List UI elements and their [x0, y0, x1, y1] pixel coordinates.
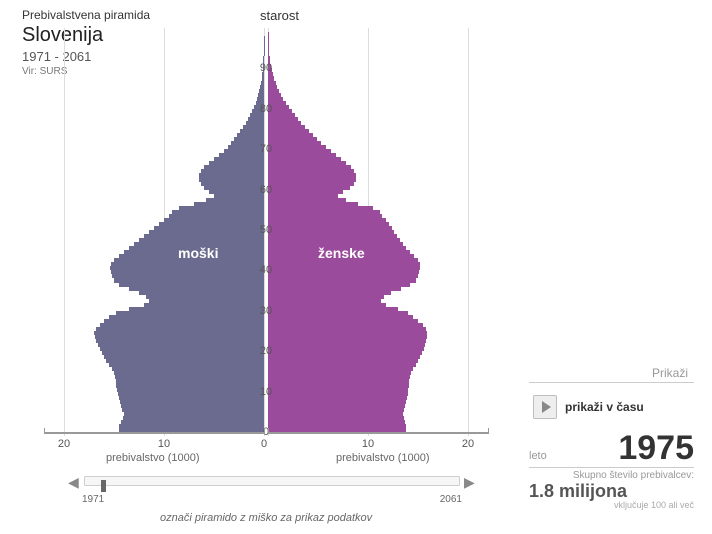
- play-row: prikaži v času: [529, 391, 694, 423]
- total-value: 1.8 milijona: [529, 481, 694, 502]
- x-tick: 20: [58, 438, 70, 450]
- age-axis-label: starost: [260, 8, 299, 23]
- x-tick: 10: [158, 438, 170, 450]
- play-icon: [542, 401, 551, 413]
- x-tick: 20: [462, 438, 474, 450]
- age-tick: 80: [254, 103, 278, 115]
- controls-heading: Prikaži: [529, 366, 694, 383]
- hint-text: označi piramido z miško za prikaz podatk…: [160, 512, 372, 524]
- year-slider[interactable]: ◀ ▶ 1971 2061: [72, 472, 472, 490]
- age-tick: 70: [254, 143, 278, 155]
- age-tick: 30: [254, 305, 278, 317]
- total-label: Skupno število prebivalcev:: [529, 470, 694, 481]
- pyramid-chart[interactable]: 0102030405060708090201001020prebivalstvo…: [28, 28, 504, 436]
- slider-min-label: 1971: [82, 494, 104, 505]
- year-label: leto: [529, 450, 547, 462]
- slider-right-arrow-icon[interactable]: ▶: [464, 474, 476, 488]
- subtitle: Prebivalstvena piramida: [22, 8, 150, 22]
- year-value: 1975: [618, 431, 694, 465]
- age-tick: 20: [254, 345, 278, 357]
- slider-max-label: 2061: [440, 494, 462, 505]
- x-axis-label-right: prebivalstvo (1000): [336, 452, 430, 464]
- age-tick: 60: [254, 184, 278, 196]
- age-tick: 90: [254, 62, 278, 74]
- slider-left-arrow-icon[interactable]: ◀: [68, 474, 80, 488]
- play-label: prikaži v času: [565, 400, 644, 414]
- slider-thumb[interactable]: [101, 480, 106, 492]
- slider-track[interactable]: [84, 476, 460, 486]
- controls-panel: Prikaži prikaži v času leto 1975 Skupno …: [529, 366, 694, 510]
- x-axis-label-left: prebivalstvo (1000): [106, 452, 200, 464]
- play-button[interactable]: [533, 395, 557, 419]
- male-label: moški: [178, 245, 218, 261]
- female-label: ženske: [318, 245, 365, 261]
- age-tick: 40: [254, 264, 278, 276]
- x-tick: 0: [261, 438, 267, 450]
- age-tick: 50: [254, 224, 278, 236]
- x-tick: 10: [362, 438, 374, 450]
- age-tick: 10: [254, 386, 278, 398]
